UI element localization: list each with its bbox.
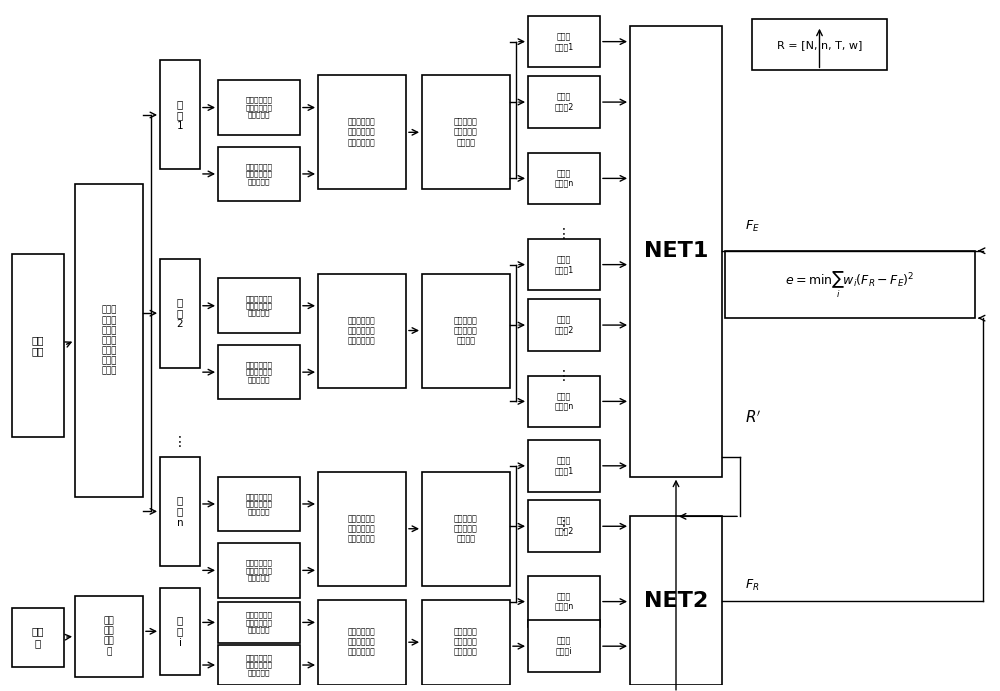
Text: 同类别不同
肌肉特性第
二次聚类: 同类别不同 肌肉特性第 二次聚类 [454, 117, 478, 147]
Text: 惯性传感器采
集运动学数据
并作预处理: 惯性传感器采 集运动学数据 并作预处理 [246, 612, 273, 633]
Text: 基于人体下肢
肌肉模型进行
肌肉特性分析: 基于人体下肢 肌肉模型进行 肌肉特性分析 [348, 316, 376, 345]
Bar [218, 80, 300, 135]
Bar [422, 274, 510, 388]
Bar [218, 477, 300, 531]
Bar [160, 457, 200, 566]
Text: 训练
者: 训练 者 [32, 627, 44, 648]
Bar [528, 440, 600, 491]
Text: ⋮: ⋮ [557, 519, 571, 533]
Text: 足底力传感器
采集力学数据
并作预处理: 足底力传感器 采集力学数据 并作预处理 [246, 361, 273, 383]
Text: 肌肉特
性类别1: 肌肉特 性类别1 [554, 32, 574, 51]
Text: 肌肉特
性类别n: 肌肉特 性类别n [554, 169, 574, 188]
Bar [12, 254, 64, 437]
Text: 对分析到的
肌肉特性进
行归类处理: 对分析到的 肌肉特性进 行归类处理 [454, 627, 478, 656]
Bar [528, 376, 600, 427]
Text: 肌肉特
性类别2: 肌肉特 性类别2 [554, 316, 574, 334]
Bar [218, 602, 300, 643]
Text: 基于人体下肢
肌肉模型进行
肌肉特性分析: 基于人体下肢 肌肉模型进行 肌肉特性分析 [348, 627, 376, 656]
Text: 类
别
2: 类 别 2 [177, 297, 183, 330]
Text: 肌肉特
性类别1: 肌肉特 性类别1 [554, 456, 574, 475]
Text: $R'$: $R'$ [745, 409, 762, 426]
Bar [725, 251, 975, 318]
Text: ⋮: ⋮ [173, 435, 187, 449]
Bar [12, 607, 64, 667]
Text: 肌肉特
性类别2: 肌肉特 性类别2 [554, 93, 574, 112]
Text: R = [N, n, T, w]: R = [N, n, T, w] [777, 39, 862, 50]
Text: 肌肉特
性类别1: 肌肉特 性类别1 [554, 255, 574, 274]
Bar [752, 19, 887, 70]
Text: 肌肉特
性类别2: 肌肉特 性类别2 [554, 517, 574, 536]
Text: 足底力传感器
采集力学数据
并作预处理: 足底力传感器 采集力学数据 并作预处理 [246, 560, 273, 581]
Text: NET2: NET2 [644, 591, 708, 611]
Text: NET1: NET1 [644, 241, 708, 261]
Text: 肌肉特
性类别n: 肌肉特 性类别n [554, 592, 574, 611]
Text: 惯性传感器采
集运动学数据
并作预处理: 惯性传感器采 集运动学数据 并作预处理 [246, 295, 273, 316]
Bar [218, 146, 300, 201]
Bar [528, 153, 600, 204]
Bar [528, 76, 600, 128]
Bar [528, 621, 600, 672]
Text: 类
别
i: 类 别 i [177, 615, 183, 647]
Bar [218, 543, 300, 598]
Text: 类
别
n: 类 别 n [177, 495, 183, 528]
Text: 基于人体下肢
肌肉模型进行
肌肉特性分析: 基于人体下肢 肌肉模型进行 肌肉特性分析 [348, 514, 376, 543]
Text: ⋮: ⋮ [557, 227, 571, 241]
Bar [75, 596, 143, 677]
Bar [422, 75, 510, 189]
Text: 肌肉特
性类别n: 肌肉特 性类别n [554, 392, 574, 411]
Bar [318, 75, 406, 189]
Text: 肌肉特
性类别i: 肌肉特 性类别i [556, 636, 572, 656]
Text: 足底力传感器
采集力学数据
并作预处理: 足底力传感器 采集力学数据 并作预处理 [246, 163, 273, 184]
Text: 根据性
别、身
高、年
龄、体
重等进
行第一
次聚类: 根据性 别、身 高、年 龄、体 重等进 行第一 次聚类 [101, 306, 117, 375]
Text: $e = \min\sum_i w_i(F_R - F_E)^2$: $e = \min\sum_i w_i(F_R - F_E)^2$ [785, 269, 915, 300]
Bar [630, 516, 722, 685]
Text: 基于人体下肢
肌肉模型进行
肌肉特性分析: 基于人体下肢 肌肉模型进行 肌肉特性分析 [348, 117, 376, 147]
Bar [318, 274, 406, 388]
Text: 惯性传感器采
集运动学数据
并作预处理: 惯性传感器采 集运动学数据 并作预处理 [246, 97, 273, 118]
Bar [160, 588, 200, 675]
Bar [422, 600, 510, 685]
Bar [528, 299, 600, 351]
Bar [528, 500, 600, 552]
Text: 同类别不同
肌肉特性第
二次聚类: 同类别不同 肌肉特性第 二次聚类 [454, 316, 478, 345]
Bar [160, 60, 200, 169]
Text: 足底力传感器
采集力学数据
并作预处理: 足底力传感器 采集力学数据 并作预处理 [246, 654, 273, 676]
Text: 类
别
1: 类 别 1 [177, 99, 183, 131]
Bar [528, 16, 600, 68]
Bar [318, 472, 406, 586]
Bar [528, 576, 600, 627]
Bar [422, 472, 510, 586]
Text: ⋮: ⋮ [557, 368, 571, 383]
Bar [160, 258, 200, 368]
Text: 惯性传感器采
集运动学数据
并作预处理: 惯性传感器采 集运动学数据 并作预处理 [246, 493, 273, 515]
Text: $F_R$: $F_R$ [745, 578, 759, 594]
Text: 实验
人群: 实验 人群 [32, 335, 44, 356]
Bar [218, 278, 300, 333]
Bar [318, 600, 406, 685]
Text: 同类别不同
肌肉特性第
二次聚类: 同类别不同 肌肉特性第 二次聚类 [454, 514, 478, 543]
Text: $F_E$: $F_E$ [745, 219, 760, 234]
Bar [218, 345, 300, 399]
Bar [218, 645, 300, 685]
Bar [630, 26, 722, 477]
Text: 训练
者归
类处
理: 训练 者归 类处 理 [104, 616, 114, 656]
Bar [528, 239, 600, 290]
Bar [75, 184, 143, 497]
